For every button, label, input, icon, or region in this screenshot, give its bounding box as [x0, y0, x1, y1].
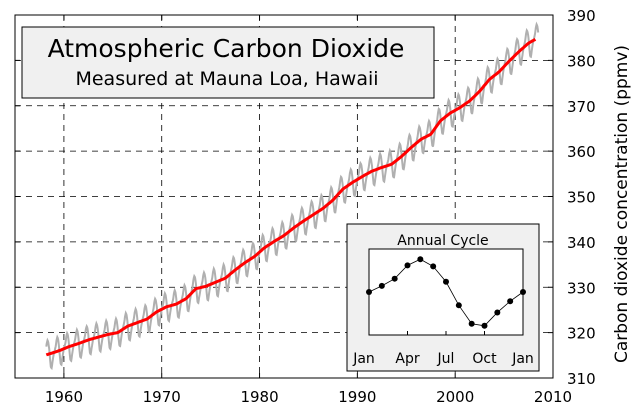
x-tick-label: 1960	[45, 388, 83, 406]
y-tick-label: 350	[567, 189, 596, 207]
chart-subtitle: Measured at Mauna Loa, Hawaii	[75, 68, 378, 90]
inset-x-tick-label: Jan	[511, 351, 534, 367]
x-tick-label: 2000	[436, 388, 474, 406]
x-tick-label: 1980	[240, 388, 278, 406]
annual-cycle-inset: Annual Cycle Jan Apr Jul Oct Jan	[346, 223, 540, 372]
inset-point	[520, 289, 526, 295]
y-tick-label: 320	[567, 325, 596, 343]
title-box: Atmospheric Carbon Dioxide Measured at M…	[21, 26, 435, 99]
inset-point	[391, 275, 398, 282]
y-tick-label: 330	[567, 279, 596, 297]
y-tick-label: 310	[567, 370, 596, 388]
y-tick-label: 370	[567, 98, 596, 116]
inset-point	[366, 289, 372, 295]
x-tick-label: 1990	[338, 388, 376, 406]
inset-point	[404, 262, 411, 269]
inset-title: Annual Cycle	[397, 233, 488, 249]
inset-point	[507, 298, 514, 305]
inset-x-tick-label: Jan	[352, 351, 375, 367]
y-tick-label: 340	[567, 234, 596, 252]
inset-point	[494, 309, 501, 316]
monthly-series-line	[45, 21, 540, 371]
y-tick-label: 390	[567, 7, 596, 25]
inset-point	[455, 302, 462, 309]
inset-point	[468, 320, 475, 327]
inset-point	[443, 278, 449, 285]
inset-point	[378, 282, 385, 289]
series	[45, 21, 540, 371]
inset-point	[417, 256, 424, 263]
y-tick-label: 380	[567, 52, 596, 70]
y-axis-label: Carbon dioxide concentration (ppmv)	[612, 45, 632, 363]
x-tick-label: 2010	[534, 388, 572, 406]
inset-x-tick-label: Jul	[437, 351, 455, 367]
chart-title: Atmospheric Carbon Dioxide	[48, 34, 405, 63]
inset-point	[430, 263, 437, 270]
trend-series-line	[45, 38, 537, 357]
inset-x-tick-label: Oct	[472, 351, 497, 367]
inset-x-tick-label: Apr	[395, 351, 419, 367]
y-tick-label: 360	[567, 143, 596, 161]
inset-point	[481, 322, 488, 329]
x-tick-label: 1970	[143, 388, 181, 406]
